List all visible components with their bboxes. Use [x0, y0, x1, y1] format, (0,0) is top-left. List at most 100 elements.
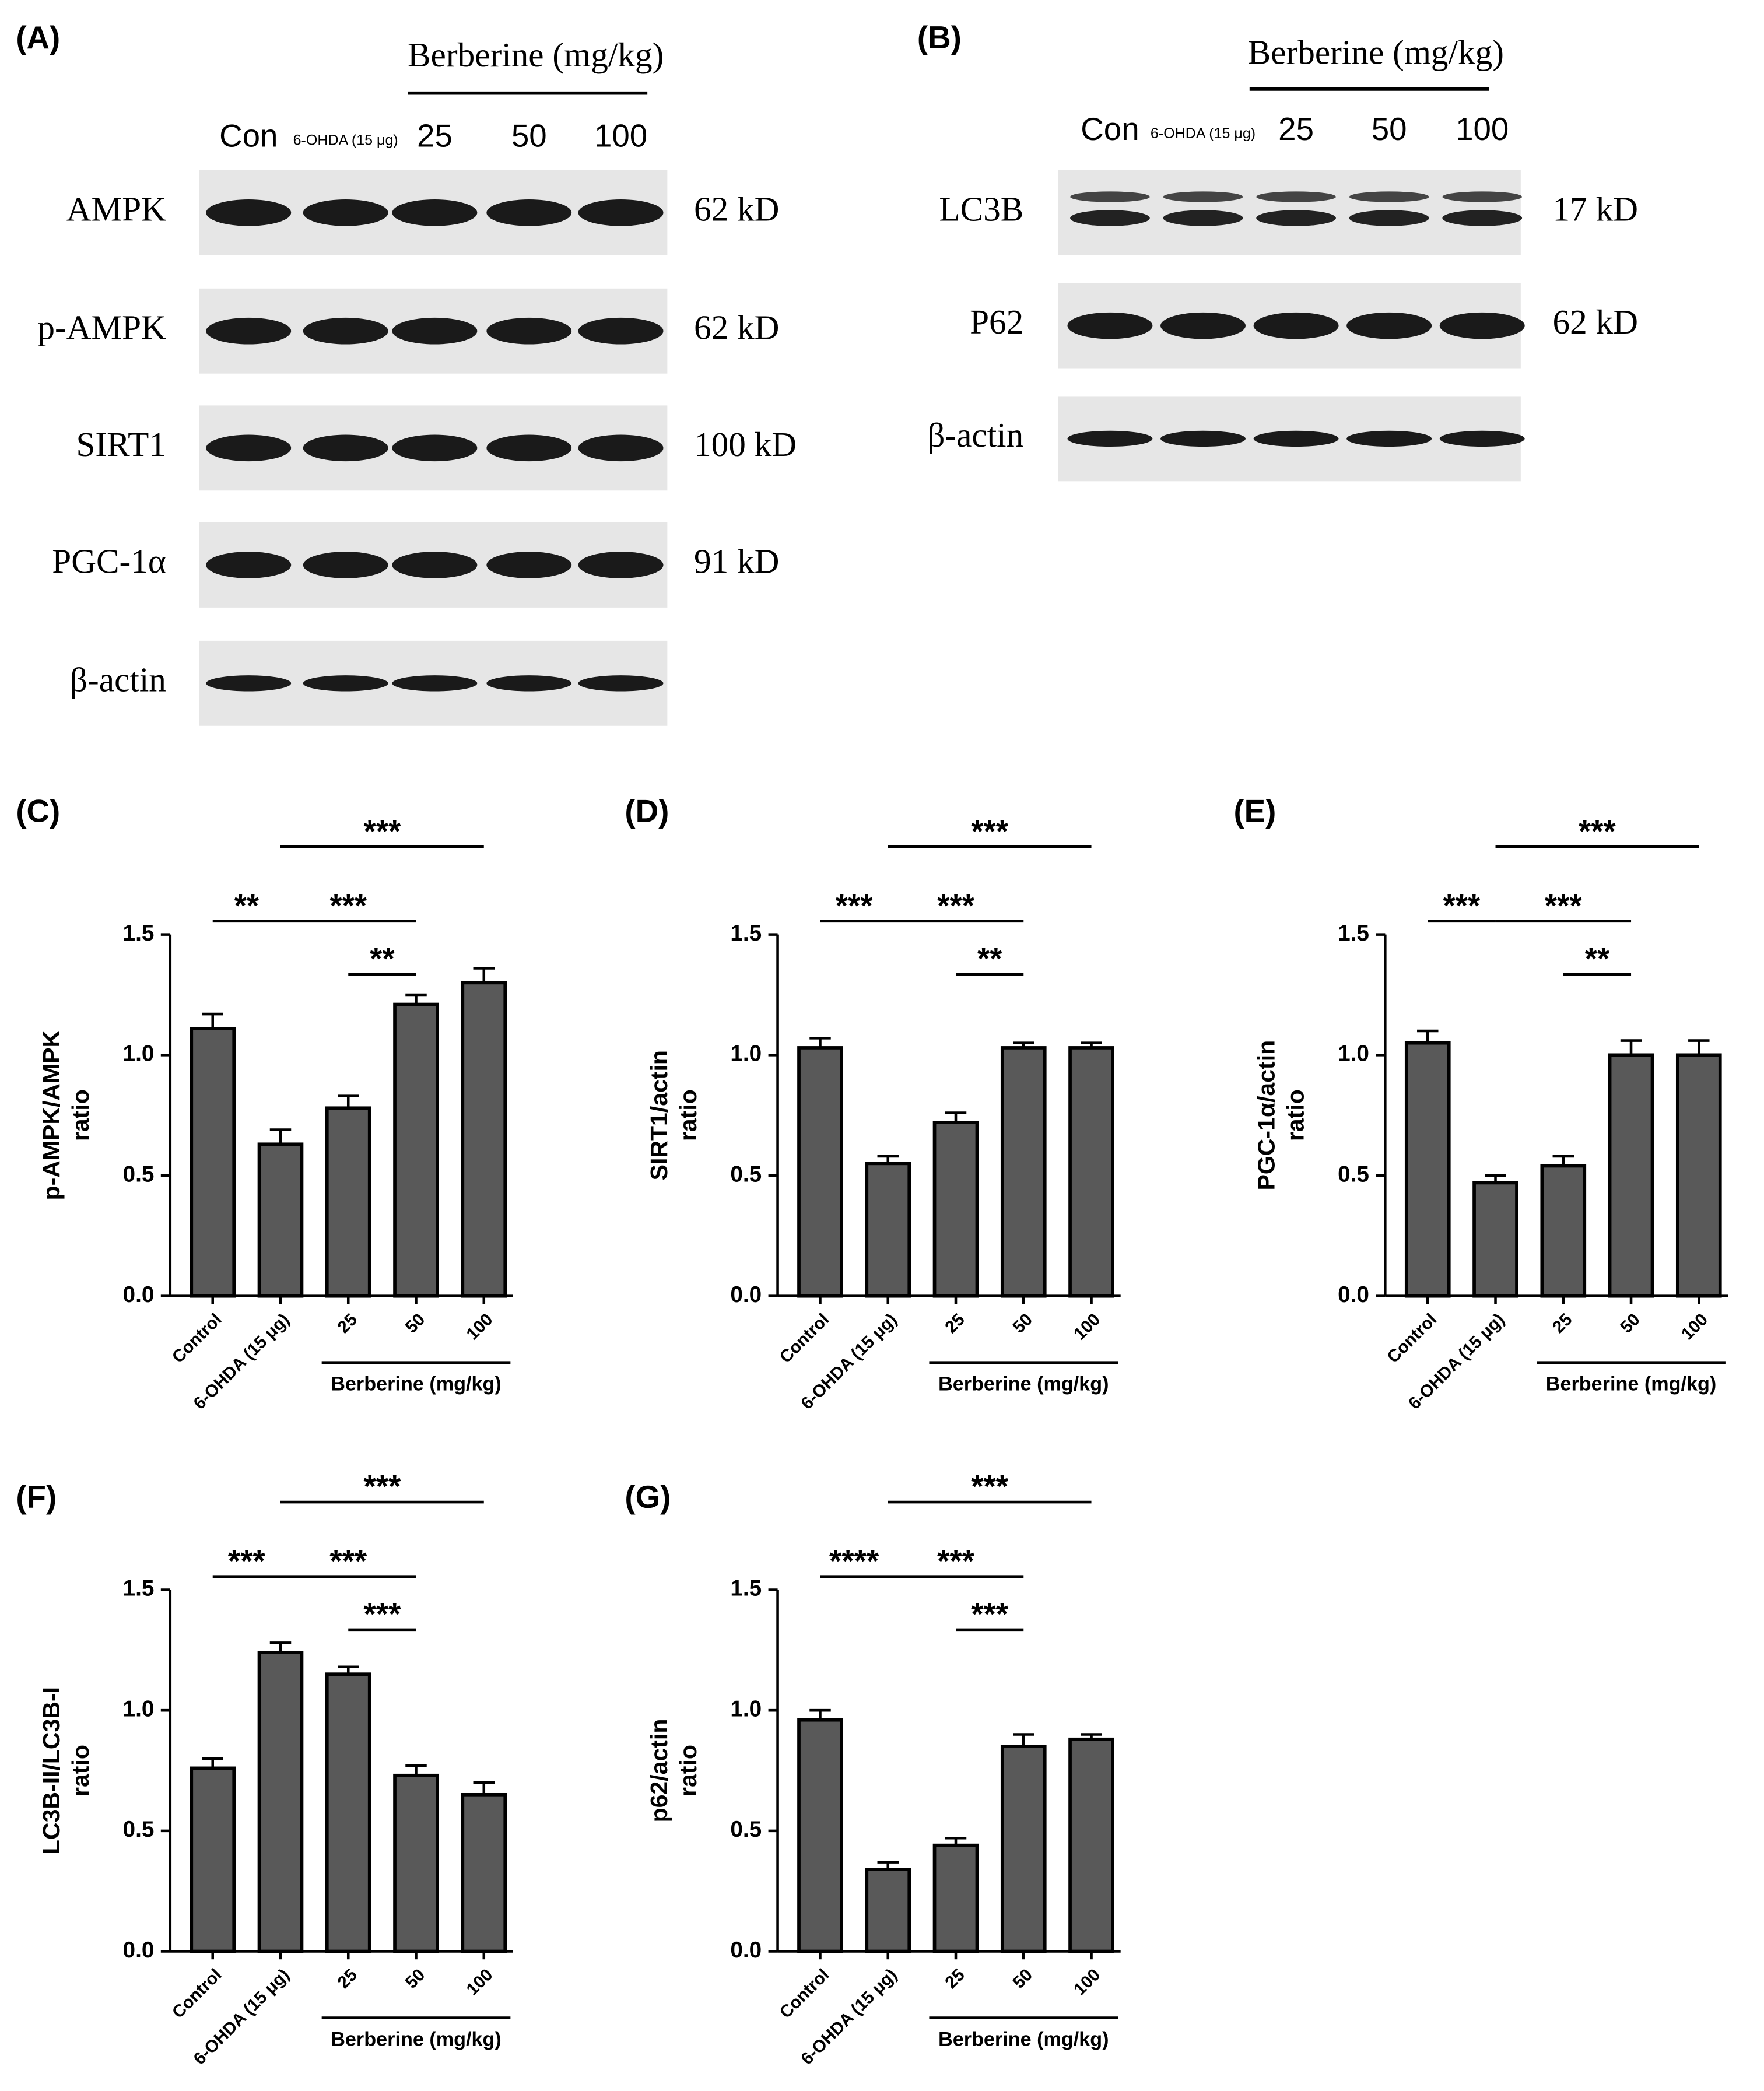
- panel-label: (F): [16, 1479, 57, 1515]
- blot-band: [1253, 312, 1339, 339]
- significance-label: ***: [1579, 813, 1616, 849]
- lane-label: 50: [511, 118, 547, 154]
- y-tick-label: 0.5: [730, 1817, 762, 1842]
- panel-label: (E): [1233, 793, 1276, 829]
- significance-label: **: [977, 941, 1002, 977]
- y-tick-label: 0.0: [730, 1938, 762, 1963]
- error-bar: [1620, 1039, 1642, 1055]
- bar: [1000, 1046, 1047, 1298]
- blot-band: [392, 199, 478, 226]
- x-tick-label: Control: [169, 1965, 226, 2022]
- x-tick-label: Control: [776, 1310, 833, 1367]
- y-tick-label: 0.5: [730, 1162, 762, 1187]
- blot-band: [486, 199, 572, 226]
- blot-band: [1160, 312, 1246, 339]
- significance-label: ***: [971, 1596, 1009, 1632]
- protein-label: AMPK: [66, 190, 166, 228]
- blot-band: [1070, 210, 1150, 226]
- blot-band: [392, 675, 478, 692]
- y-tick-label: 1.5: [123, 1576, 155, 1601]
- significance-label: ***: [228, 1542, 266, 1578]
- x-tick-label: Control: [169, 1310, 226, 1367]
- significance-label: ***: [971, 813, 1009, 849]
- blot-band: [303, 434, 388, 462]
- x-tick-label: 50: [1009, 1965, 1037, 1992]
- blot-band: [578, 317, 664, 345]
- error-bar: [1485, 1174, 1506, 1183]
- x-tick-label: 25: [1549, 1310, 1576, 1337]
- size-label: 62 kD: [694, 190, 779, 228]
- error-bar: [809, 1708, 831, 1720]
- blot-band: [578, 199, 664, 226]
- y-axis-label: LC3B-II/LC3B-I: [38, 1687, 65, 1854]
- blot-band: [1163, 191, 1243, 202]
- y-tick-label: 0.5: [1338, 1162, 1369, 1187]
- error-bar: [1013, 1733, 1034, 1747]
- bar: [1608, 1053, 1654, 1298]
- significance-label: ***: [937, 1542, 975, 1578]
- bar: [1540, 1164, 1587, 1298]
- y-tick-label: 0.0: [1338, 1282, 1369, 1307]
- error-bar: [877, 1861, 899, 1869]
- blot-band: [1349, 210, 1429, 226]
- y-tick-label: 0.0: [123, 1938, 155, 1963]
- lane-label: 25: [1278, 111, 1314, 147]
- lane-label: Con: [219, 118, 278, 154]
- y-tick-label: 1.0: [123, 1696, 155, 1721]
- group-label: Berberine (mg/kg): [1248, 33, 1504, 71]
- y-axis-label: SIRT1/actin: [646, 1050, 672, 1180]
- blot-band: [486, 552, 572, 578]
- protein-label: p-AMPK: [37, 308, 166, 346]
- blot-band: [206, 317, 292, 345]
- y-tick-label: 0.5: [123, 1162, 155, 1187]
- protein-label: P62: [970, 303, 1023, 341]
- panel-label: (D): [625, 793, 669, 829]
- bar: [865, 1162, 911, 1298]
- blot-band: [303, 317, 388, 345]
- blot-band: [1442, 210, 1523, 226]
- size-label: 62 kD: [694, 308, 779, 346]
- size-label: 91 kD: [694, 542, 779, 581]
- lane-label: 6-OHDA (15 μg): [1151, 125, 1256, 142]
- error-bar: [202, 1012, 223, 1029]
- blot-band: [1253, 430, 1339, 447]
- x-tick-label: 50: [402, 1965, 429, 1992]
- blot-band: [1256, 191, 1336, 202]
- lane-label: 25: [417, 118, 453, 154]
- blot-band: [392, 434, 478, 462]
- error-bar: [877, 1155, 899, 1164]
- significance-label: ***: [836, 887, 874, 924]
- error-bar: [1417, 1029, 1439, 1043]
- error-bar: [202, 1757, 223, 1769]
- blot-band: [1256, 210, 1336, 226]
- y-tick-label: 0.5: [123, 1817, 155, 1842]
- y-tick-label: 1.5: [123, 921, 155, 946]
- significance-label: ***: [363, 1468, 401, 1504]
- y-axis-label: ratio: [67, 1745, 94, 1797]
- size-label: 17 kD: [1553, 190, 1638, 228]
- blot-band: [392, 317, 478, 345]
- group-label: Berberine (mg/kg): [938, 1373, 1109, 1395]
- blot-band: [1349, 191, 1429, 202]
- bar: [461, 981, 507, 1298]
- group-label: Berberine (mg/kg): [331, 1373, 502, 1395]
- panel-label: (A): [16, 19, 60, 55]
- error-bar: [809, 1037, 831, 1048]
- error-bar: [405, 1764, 427, 1776]
- lane-label: 50: [1372, 111, 1407, 147]
- bar: [257, 1651, 304, 1953]
- y-axis-label: ratio: [1282, 1089, 1309, 1141]
- blot-band: [303, 675, 388, 692]
- lane-label: 100: [1456, 111, 1509, 147]
- error-bar: [1081, 1041, 1102, 1048]
- significance-label: ***: [363, 813, 401, 849]
- bar: [797, 1718, 843, 1953]
- blot-band: [1439, 430, 1525, 447]
- error-bar: [269, 1128, 292, 1145]
- protein-label: PGC-1α: [52, 542, 166, 581]
- protein-label: β-actin: [70, 660, 166, 699]
- y-tick-label: 1.5: [730, 921, 762, 946]
- blot-band: [1070, 191, 1150, 202]
- error-bar: [338, 1094, 359, 1108]
- panel-label: (C): [16, 793, 60, 829]
